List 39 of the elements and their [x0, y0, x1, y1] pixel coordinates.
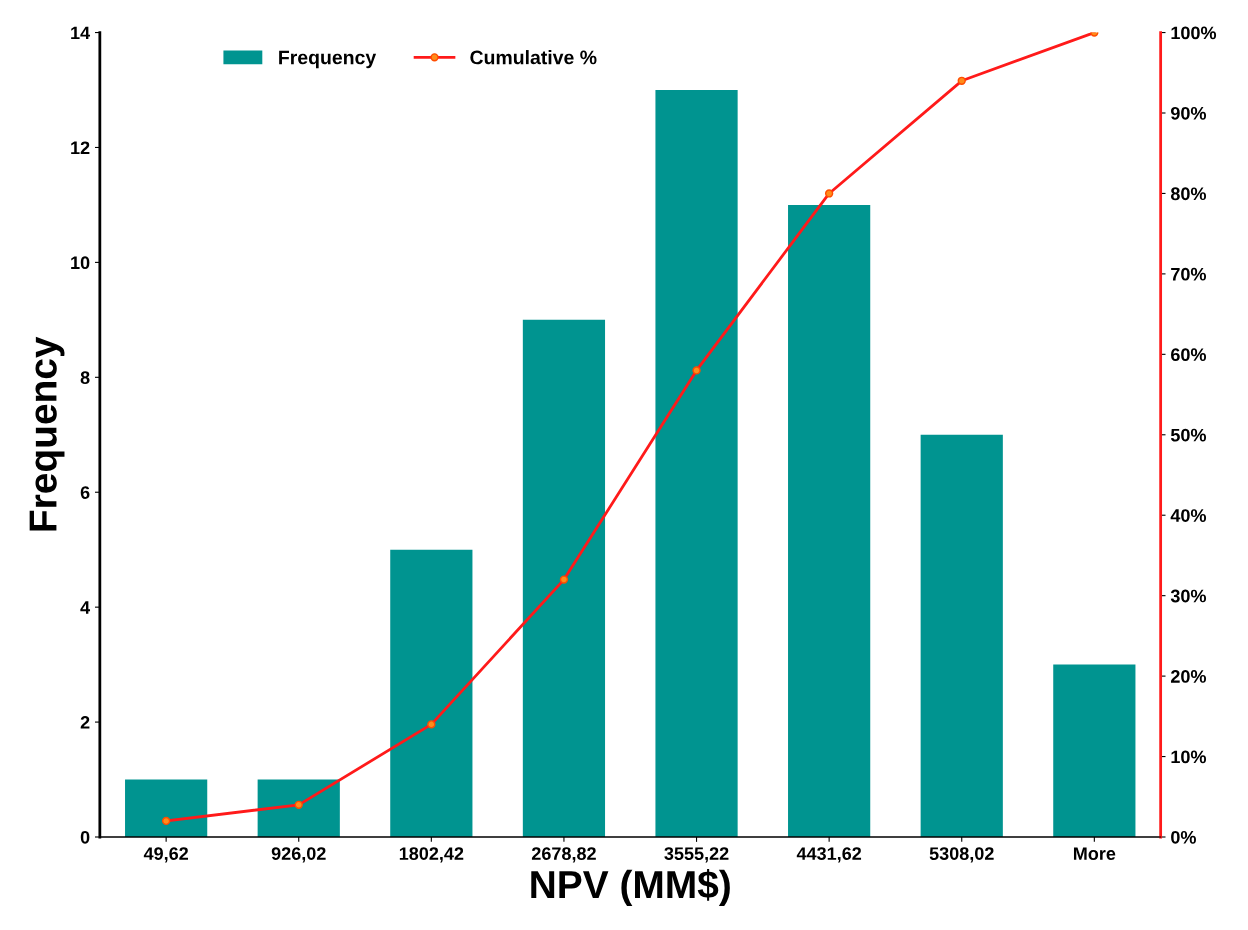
y-tick-label: 10 — [71, 256, 90, 270]
bar — [125, 779, 208, 837]
y2-tick-label: 70% — [1171, 267, 1207, 281]
x-tick-label: 926,02 — [271, 847, 326, 863]
legend-label: Frequency — [279, 50, 377, 69]
y-tick-label: 4 — [80, 601, 91, 614]
y2-tick-label: 100% — [1171, 26, 1217, 40]
y-tick-label: 8 — [80, 371, 90, 385]
bar — [788, 204, 871, 837]
y-axis-title: Frequency — [29, 336, 65, 531]
bar — [522, 319, 606, 837]
bar — [390, 549, 473, 837]
bar — [257, 779, 340, 837]
bar — [1053, 664, 1136, 837]
x-tick-label: 4431,62 — [796, 847, 862, 863]
y2-tick-label: 50% — [1170, 428, 1207, 442]
y2-tick-label: 30% — [1170, 589, 1207, 603]
x-tick-label: 3555,22 — [664, 847, 729, 863]
x-tick-label: 49,62 — [143, 847, 189, 863]
x-axis-title: NPV (MM$) — [531, 869, 730, 907]
y-tick-label: 2 — [80, 716, 90, 729]
y2-tick-label: 10% — [1171, 750, 1207, 764]
x-tick-label: More — [1073, 847, 1116, 860]
y-tick-label: 0 — [80, 830, 90, 844]
x-tick-label: 2678,82 — [531, 847, 596, 863]
y2-tick-label: 90% — [1170, 106, 1207, 120]
y-tick-label: 12 — [71, 141, 90, 155]
bar — [920, 434, 1003, 837]
y2-tick-label: 40% — [1170, 509, 1207, 522]
bar — [655, 90, 738, 837]
y2-tick-label: 60% — [1171, 348, 1207, 362]
x-tick-label: 5308,02 — [929, 847, 994, 863]
y-tick-label: 14 — [71, 26, 91, 40]
y2-tick-label: 20% — [1170, 670, 1207, 683]
legend-label: Cumulative % — [470, 50, 597, 65]
y-tick-label: 6 — [80, 486, 90, 499]
y2-tick-label: 80% — [1170, 187, 1207, 201]
x-tick-label: 1802,42 — [399, 847, 464, 863]
y2-tick-label: 0% — [1171, 830, 1196, 844]
